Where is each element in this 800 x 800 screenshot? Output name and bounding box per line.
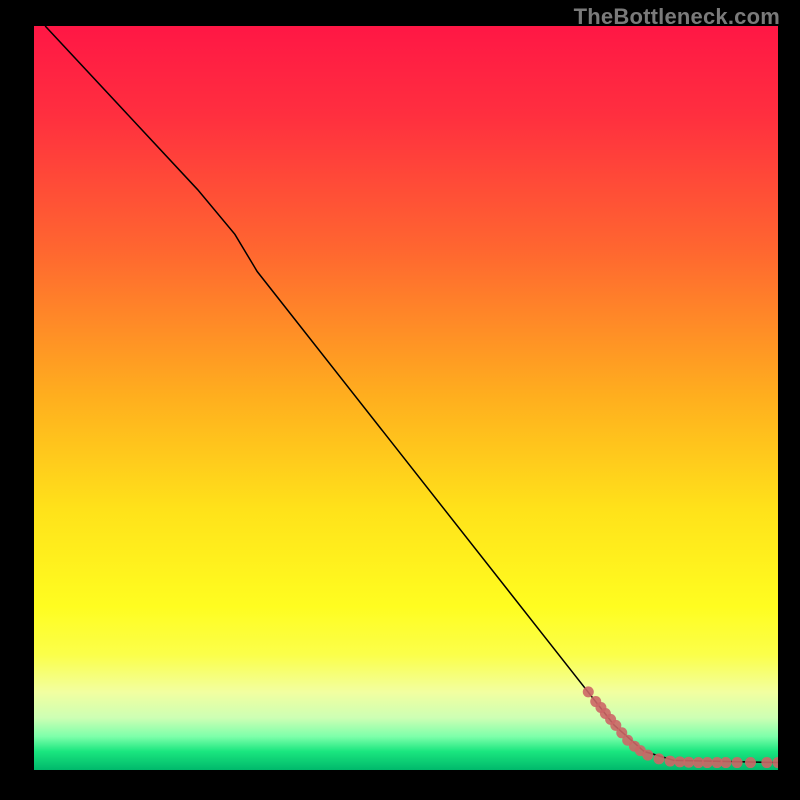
scatter-point [745, 757, 756, 768]
chart-svg [34, 26, 778, 770]
scatter-point [761, 757, 772, 768]
scatter-point [653, 753, 664, 764]
scatter-point [642, 750, 653, 761]
gradient-background [34, 26, 778, 770]
scatter-point [665, 756, 676, 767]
scatter-point [720, 757, 731, 768]
watermark-text: TheBottleneck.com [574, 4, 780, 30]
scatter-point [702, 757, 713, 768]
plot-area [34, 26, 778, 770]
scatter-point [732, 757, 743, 768]
scatter-point [583, 686, 594, 697]
scatter-point [683, 757, 694, 768]
